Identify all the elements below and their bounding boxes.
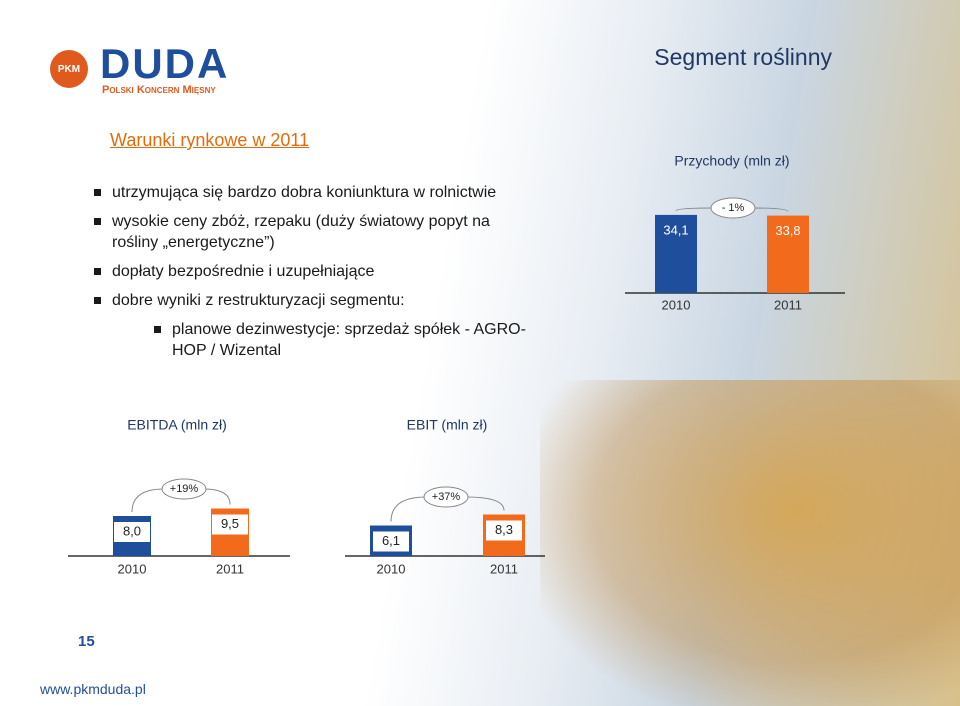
footer-url: www.pkmduda.pl [40, 681, 146, 697]
chart-title: Przychody (mln zł) [674, 153, 789, 169]
x-tick-label: 2011 [216, 561, 244, 576]
change-bubble [423, 486, 469, 508]
chart-title: EBIT (mln zł) [407, 417, 488, 433]
change-bubble [161, 478, 207, 500]
change-label: +37% [432, 491, 461, 503]
logo-name: DUDA [100, 40, 230, 87]
change-label: - 1% [722, 202, 745, 214]
x-tick-label: 2010 [662, 297, 691, 312]
data-label: 8,0 [123, 523, 141, 538]
label-box [114, 522, 150, 542]
x-tick-label: 2011 [774, 297, 802, 312]
slide-title: Segment roślinny [654, 44, 832, 70]
bar [767, 215, 809, 293]
change-arrow [131, 488, 231, 513]
data-label: 33,8 [775, 223, 800, 238]
bullet: dopłaty bezpośrednie i uzupełniające [92, 261, 532, 282]
logo-mark: PKM [50, 50, 88, 88]
label-box [212, 514, 248, 535]
x-tick-label: 2011 [490, 561, 518, 576]
change-label: +19% [170, 483, 199, 495]
chart-title: EBITDA (mln zł) [127, 417, 227, 433]
bullet: utrzymująca się bardzo dobra koniunktura… [92, 182, 532, 203]
x-tick-label: 2010 [118, 561, 147, 576]
bullet: planowe dezinwestycje: sprzedaż spółek -… [152, 319, 532, 361]
section-heading: Warunki rynkowe w 2011 [110, 130, 310, 150]
bar [655, 214, 697, 293]
x-tick-label: 2010 [377, 561, 406, 576]
change-bubble [710, 197, 756, 219]
bullet: dobre wyniki z restrukturyzacji segmentu… [92, 290, 532, 311]
data-label: 6,1 [382, 533, 400, 548]
change-arrow [675, 207, 789, 212]
data-label: 9,5 [221, 516, 239, 531]
logo-tagline: Polski Koncern Mięsny [102, 84, 216, 96]
change-arrow [390, 496, 505, 522]
data-label: 8,3 [495, 522, 513, 537]
label-box [486, 520, 522, 541]
label-box [373, 531, 409, 552]
bullet: wysokie ceny zbóż, rzepaku (duży światow… [92, 211, 532, 253]
bullet-list: utrzymująca się bardzo dobra koniunktura… [92, 182, 532, 369]
data-label: 34,1 [663, 222, 688, 237]
page-number: 15 [78, 633, 95, 650]
